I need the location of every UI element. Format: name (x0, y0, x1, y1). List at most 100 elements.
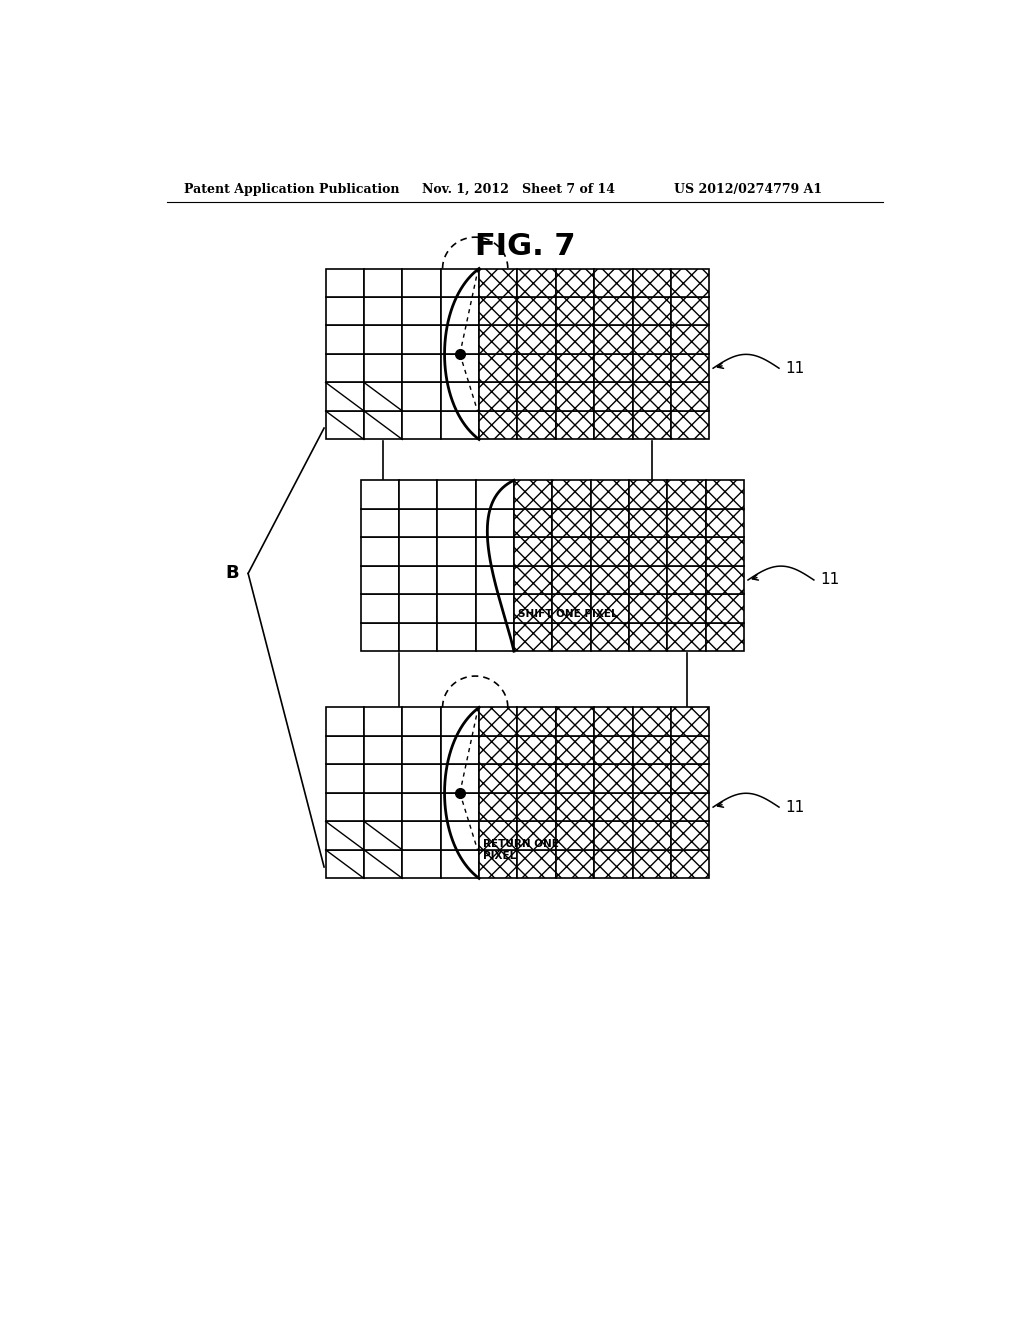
Bar (440, 383, 479, 411)
Bar (440, 268, 479, 297)
Bar (594, 354, 633, 383)
Bar (556, 793, 594, 821)
Bar (671, 268, 710, 297)
Bar (556, 708, 594, 737)
Bar (552, 537, 591, 566)
Bar (591, 508, 629, 537)
Bar (594, 383, 633, 411)
Bar (440, 850, 479, 878)
Bar (326, 850, 364, 878)
Bar (364, 764, 402, 793)
Bar (364, 383, 402, 411)
Bar (594, 764, 633, 793)
Bar (633, 764, 671, 793)
Bar (440, 793, 479, 821)
Bar (671, 793, 710, 821)
Bar (552, 480, 591, 508)
Bar (402, 268, 440, 297)
Bar (591, 594, 629, 623)
Bar (437, 566, 475, 594)
Bar (364, 268, 402, 297)
Bar (399, 594, 437, 623)
Bar (629, 508, 668, 537)
Bar (402, 821, 440, 850)
Bar (633, 821, 671, 850)
Bar (399, 537, 437, 566)
Bar (360, 480, 399, 508)
Bar (364, 737, 402, 764)
Bar (479, 268, 517, 297)
Bar (629, 566, 668, 594)
Bar (594, 821, 633, 850)
Bar (360, 594, 399, 623)
Bar (475, 537, 514, 566)
Bar (360, 623, 399, 651)
Bar (556, 764, 594, 793)
Bar (594, 850, 633, 878)
Bar (633, 793, 671, 821)
Bar (706, 537, 744, 566)
Bar (706, 566, 744, 594)
Bar (440, 326, 479, 354)
Bar (556, 297, 594, 326)
Bar (475, 566, 514, 594)
Bar (475, 508, 514, 537)
Bar (591, 537, 629, 566)
Bar (399, 623, 437, 651)
Bar (402, 326, 440, 354)
Bar (326, 764, 364, 793)
Bar (364, 708, 402, 737)
Bar (671, 737, 710, 764)
Bar (402, 411, 440, 440)
Bar (479, 793, 517, 821)
Bar (326, 326, 364, 354)
Bar (437, 594, 475, 623)
Bar (671, 411, 710, 440)
Bar (517, 764, 556, 793)
Bar (594, 268, 633, 297)
Bar (402, 383, 440, 411)
Bar (437, 537, 475, 566)
Bar (671, 850, 710, 878)
Bar (517, 326, 556, 354)
Bar (517, 383, 556, 411)
Bar (440, 297, 479, 326)
Bar (437, 623, 475, 651)
Bar (556, 850, 594, 878)
Bar (629, 537, 668, 566)
Bar (556, 354, 594, 383)
Bar (633, 737, 671, 764)
Bar (517, 354, 556, 383)
Bar (514, 480, 552, 508)
Bar (594, 793, 633, 821)
Bar (402, 764, 440, 793)
Bar (671, 297, 710, 326)
Bar (556, 821, 594, 850)
Bar (594, 297, 633, 326)
Bar (364, 793, 402, 821)
Bar (326, 708, 364, 737)
Bar (517, 708, 556, 737)
Bar (326, 297, 364, 326)
Bar (402, 354, 440, 383)
Bar (668, 508, 706, 537)
Bar (668, 537, 706, 566)
Bar (514, 566, 552, 594)
Text: 11: 11 (820, 573, 840, 587)
Bar (591, 566, 629, 594)
Bar (633, 383, 671, 411)
Text: US 2012/0274779 A1: US 2012/0274779 A1 (675, 183, 822, 197)
Bar (475, 623, 514, 651)
Bar (671, 708, 710, 737)
Bar (440, 411, 479, 440)
Text: RETURN ONE
PIXEL: RETURN ONE PIXEL (483, 840, 559, 861)
Bar (364, 297, 402, 326)
Bar (479, 708, 517, 737)
Bar (514, 594, 552, 623)
Bar (629, 594, 668, 623)
Bar (364, 850, 402, 878)
Bar (440, 354, 479, 383)
Bar (440, 708, 479, 737)
Bar (475, 480, 514, 508)
Bar (517, 297, 556, 326)
